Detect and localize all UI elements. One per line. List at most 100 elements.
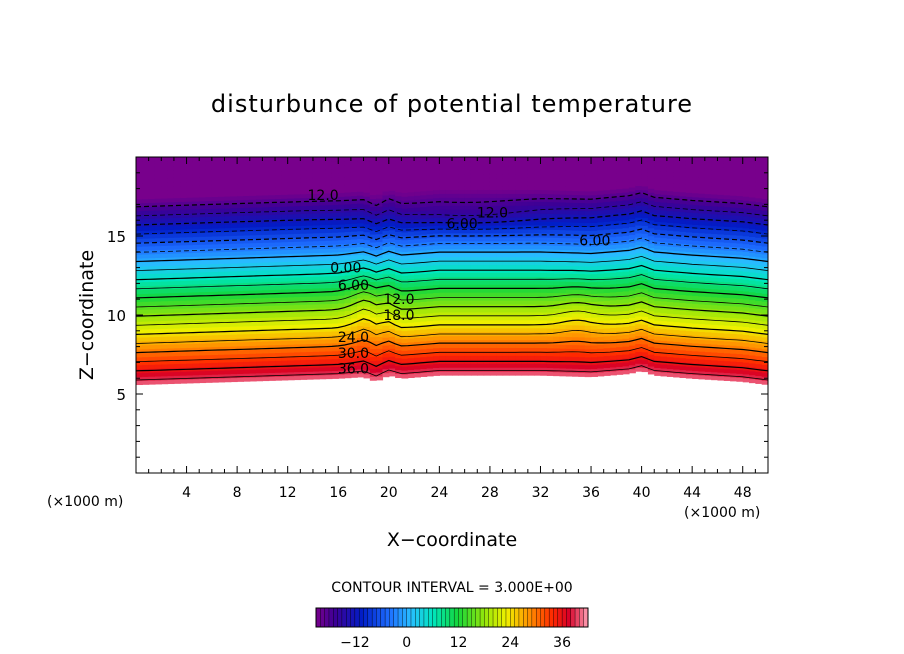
field-cell <box>211 224 219 229</box>
field-cell <box>300 260 308 266</box>
field-cell <box>148 293 156 298</box>
field-cell <box>591 230 598 235</box>
field-cell <box>452 347 459 352</box>
field-cell <box>237 298 245 303</box>
field-cell <box>692 370 700 376</box>
field-cell <box>470 248 478 254</box>
field-cell <box>439 201 447 206</box>
field-cell <box>433 347 440 353</box>
field-cell <box>319 323 327 328</box>
field-cell <box>578 289 586 294</box>
field-cell <box>205 271 213 277</box>
field-cell <box>414 250 421 256</box>
field-cell <box>344 247 352 252</box>
field-cell <box>445 343 453 348</box>
field-cell <box>407 330 415 335</box>
field-cell <box>685 196 693 201</box>
field-cell <box>382 157 390 162</box>
field-cell <box>325 169 333 174</box>
field-cell <box>312 315 320 321</box>
field-cell <box>610 343 617 348</box>
field-cell <box>218 291 226 296</box>
field-cell <box>350 242 358 248</box>
field-cell <box>521 256 529 262</box>
field-cell <box>628 262 636 267</box>
field-cell <box>344 267 352 272</box>
field-cell <box>369 222 377 227</box>
field-cell <box>338 208 346 213</box>
field-cell <box>553 332 561 337</box>
field-cell <box>527 209 535 214</box>
field-cell <box>401 168 409 174</box>
field-cell <box>142 336 150 342</box>
field-cell <box>458 299 466 305</box>
field-cell <box>136 198 143 204</box>
field-cell <box>426 371 434 377</box>
field-cell <box>237 294 245 299</box>
field-cell <box>584 277 592 283</box>
field-cell <box>154 237 162 243</box>
field-cell <box>483 260 491 266</box>
field-cell <box>464 272 472 277</box>
field-cell <box>350 227 358 232</box>
field-cell <box>666 190 674 196</box>
field-cell <box>281 300 289 306</box>
field-cell <box>477 197 485 202</box>
field-cell <box>319 200 327 206</box>
field-cell <box>458 355 466 360</box>
field-cell <box>527 292 535 297</box>
field-cell <box>369 289 377 294</box>
field-cell <box>616 184 624 190</box>
field-cell <box>433 237 440 242</box>
field-cell <box>654 225 662 230</box>
field-cell <box>161 332 169 337</box>
field-cell <box>414 349 421 354</box>
field-cell <box>458 307 466 313</box>
field-cell <box>224 180 232 185</box>
field-cell <box>148 289 156 294</box>
field-cell <box>256 157 263 162</box>
field-cell <box>344 243 352 248</box>
field-cell <box>388 316 396 322</box>
field-cell <box>199 331 207 336</box>
field-cell <box>281 257 289 262</box>
field-cell <box>230 345 238 351</box>
field-cell <box>414 337 421 342</box>
field-cell <box>312 303 320 309</box>
field-cell <box>407 286 415 292</box>
field-cell <box>540 165 548 171</box>
field-cell <box>685 310 693 316</box>
field-cell <box>464 248 472 254</box>
field-cell <box>515 161 523 167</box>
field-cell <box>395 183 403 189</box>
field-cell <box>445 280 453 285</box>
field-cell <box>458 280 466 285</box>
field-cell <box>407 290 415 296</box>
field-cell <box>527 315 535 321</box>
field-cell <box>483 315 491 321</box>
field-cell <box>192 319 200 324</box>
field-cell <box>376 288 384 294</box>
field-cell <box>136 163 143 168</box>
field-cell <box>679 369 687 375</box>
field-cell <box>275 328 282 334</box>
field-cell <box>262 250 270 255</box>
field-cell <box>344 274 352 280</box>
field-cell <box>502 367 510 372</box>
field-cell <box>628 234 636 239</box>
field-cell <box>344 357 352 363</box>
field-cell <box>622 168 630 173</box>
field-cell <box>546 272 554 278</box>
field-cell <box>647 207 655 213</box>
field-cell <box>395 333 403 339</box>
field-cell <box>572 332 579 338</box>
field-cell <box>186 240 194 246</box>
field-cell <box>565 316 573 322</box>
field-cell <box>338 188 346 193</box>
field-cell <box>502 189 510 194</box>
field-cell <box>622 251 630 256</box>
field-cell <box>136 372 143 378</box>
field-cell <box>470 363 478 368</box>
field-cell <box>489 173 497 179</box>
field-cell <box>584 325 592 330</box>
